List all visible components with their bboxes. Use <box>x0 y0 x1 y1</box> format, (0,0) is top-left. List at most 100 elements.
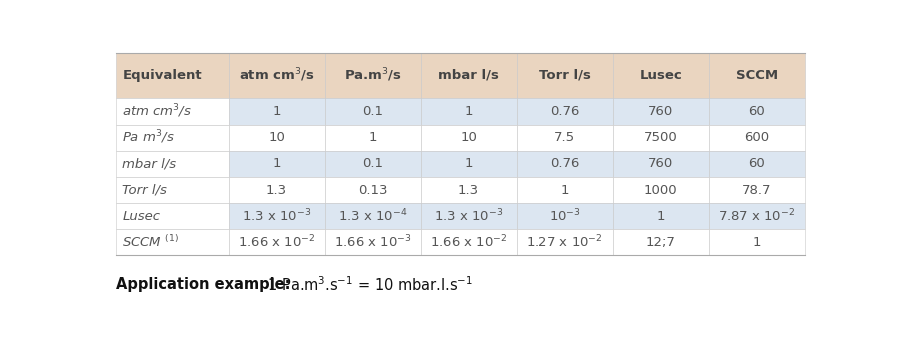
Text: 1.3 x 10$^{-3}$: 1.3 x 10$^{-3}$ <box>434 208 503 224</box>
Text: 1.66 x 10$^{-3}$: 1.66 x 10$^{-3}$ <box>334 234 411 251</box>
Bar <box>709 151 805 177</box>
Text: 0.1: 0.1 <box>362 157 383 170</box>
Text: 0.1: 0.1 <box>362 105 383 118</box>
Bar <box>324 203 420 229</box>
Text: 7.5: 7.5 <box>554 131 576 144</box>
Bar <box>228 53 324 98</box>
Bar <box>324 151 420 177</box>
Text: 1: 1 <box>753 236 761 249</box>
Bar <box>228 98 324 124</box>
Text: 1.66 x 10$^{-2}$: 1.66 x 10$^{-2}$ <box>238 234 315 251</box>
Text: Torr l/s: Torr l/s <box>122 184 167 197</box>
Bar <box>116 229 228 255</box>
Text: 1: 1 <box>464 157 473 170</box>
Bar <box>420 229 516 255</box>
Bar <box>228 203 324 229</box>
Text: 7500: 7500 <box>644 131 677 144</box>
Bar <box>612 124 709 151</box>
Text: 760: 760 <box>648 157 674 170</box>
Text: 60: 60 <box>748 105 765 118</box>
Text: Application example:: Application example: <box>116 277 290 292</box>
Text: 0.76: 0.76 <box>550 105 579 118</box>
Bar <box>709 177 805 203</box>
Bar <box>324 124 420 151</box>
Text: atm cm$^3$/s: atm cm$^3$/s <box>239 67 314 84</box>
Bar <box>116 177 228 203</box>
Text: SCCM $^{(1)}$: SCCM $^{(1)}$ <box>122 235 180 250</box>
Text: 1.3: 1.3 <box>458 184 480 197</box>
Text: 78.7: 78.7 <box>742 184 771 197</box>
Bar <box>612 98 709 124</box>
Bar <box>709 124 805 151</box>
Bar <box>516 203 612 229</box>
Bar <box>324 177 420 203</box>
Bar <box>709 229 805 255</box>
Text: SCCM: SCCM <box>735 69 778 82</box>
Text: 0.13: 0.13 <box>357 184 387 197</box>
Bar <box>420 98 516 124</box>
Bar <box>709 98 805 124</box>
Text: 760: 760 <box>648 105 674 118</box>
Bar <box>116 203 228 229</box>
Bar <box>116 53 228 98</box>
Text: 60: 60 <box>748 157 765 170</box>
Text: 1 Pa.m$^3$.s$^{-1}$ = 10 mbar.l.s$^{-1}$: 1 Pa.m$^3$.s$^{-1}$ = 10 mbar.l.s$^{-1}$ <box>263 275 473 294</box>
Bar <box>612 177 709 203</box>
Bar <box>420 124 516 151</box>
Text: 1.66 x 10$^{-2}$: 1.66 x 10$^{-2}$ <box>430 234 507 251</box>
Bar <box>228 124 324 151</box>
Text: Pa m$^3$/s: Pa m$^3$/s <box>122 129 175 147</box>
Bar <box>420 53 516 98</box>
Text: 1: 1 <box>272 105 281 118</box>
Text: 1: 1 <box>272 157 281 170</box>
Bar <box>228 177 324 203</box>
Bar <box>116 124 228 151</box>
Bar <box>709 203 805 229</box>
Bar <box>516 53 612 98</box>
Text: Pa.m$^3$/s: Pa.m$^3$/s <box>344 67 401 84</box>
Bar <box>324 98 420 124</box>
Text: 0.76: 0.76 <box>550 157 579 170</box>
Text: 10$^{-3}$: 10$^{-3}$ <box>549 208 581 224</box>
Text: 10: 10 <box>269 131 285 144</box>
Text: 1.27 x 10$^{-2}$: 1.27 x 10$^{-2}$ <box>526 234 603 251</box>
Bar <box>612 203 709 229</box>
Bar <box>420 203 516 229</box>
Text: 1000: 1000 <box>644 184 677 197</box>
Bar <box>612 229 709 255</box>
Text: 12;7: 12;7 <box>646 236 675 249</box>
Bar <box>324 53 420 98</box>
Text: 1: 1 <box>368 131 377 144</box>
Text: 1.3 x 10$^{-3}$: 1.3 x 10$^{-3}$ <box>242 208 311 224</box>
Bar <box>612 53 709 98</box>
Bar <box>516 151 612 177</box>
Text: atm cm$^3$/s: atm cm$^3$/s <box>122 103 192 120</box>
Text: Lusec: Lusec <box>122 210 161 223</box>
Text: 1: 1 <box>656 210 665 223</box>
Bar <box>709 53 805 98</box>
Bar <box>116 98 228 124</box>
Bar <box>516 177 612 203</box>
Text: mbar l/s: mbar l/s <box>438 69 499 82</box>
Text: 1.3 x 10$^{-4}$: 1.3 x 10$^{-4}$ <box>338 208 408 224</box>
Bar <box>324 229 420 255</box>
Bar <box>420 177 516 203</box>
Text: Torr l/s: Torr l/s <box>539 69 591 82</box>
Text: 1.3: 1.3 <box>266 184 287 197</box>
Bar <box>516 229 612 255</box>
Bar <box>420 151 516 177</box>
Text: Lusec: Lusec <box>639 69 682 82</box>
Bar <box>228 229 324 255</box>
Text: mbar l/s: mbar l/s <box>122 157 177 170</box>
Text: 10: 10 <box>460 131 477 144</box>
Bar <box>516 124 612 151</box>
Text: 1: 1 <box>464 105 473 118</box>
Text: 7.87 x 10$^{-2}$: 7.87 x 10$^{-2}$ <box>718 208 796 224</box>
Bar <box>228 151 324 177</box>
Text: Equivalent: Equivalent <box>122 69 202 82</box>
Bar <box>116 151 228 177</box>
Text: 1: 1 <box>560 184 568 197</box>
Bar <box>612 151 709 177</box>
Bar <box>516 98 612 124</box>
Text: 600: 600 <box>744 131 770 144</box>
